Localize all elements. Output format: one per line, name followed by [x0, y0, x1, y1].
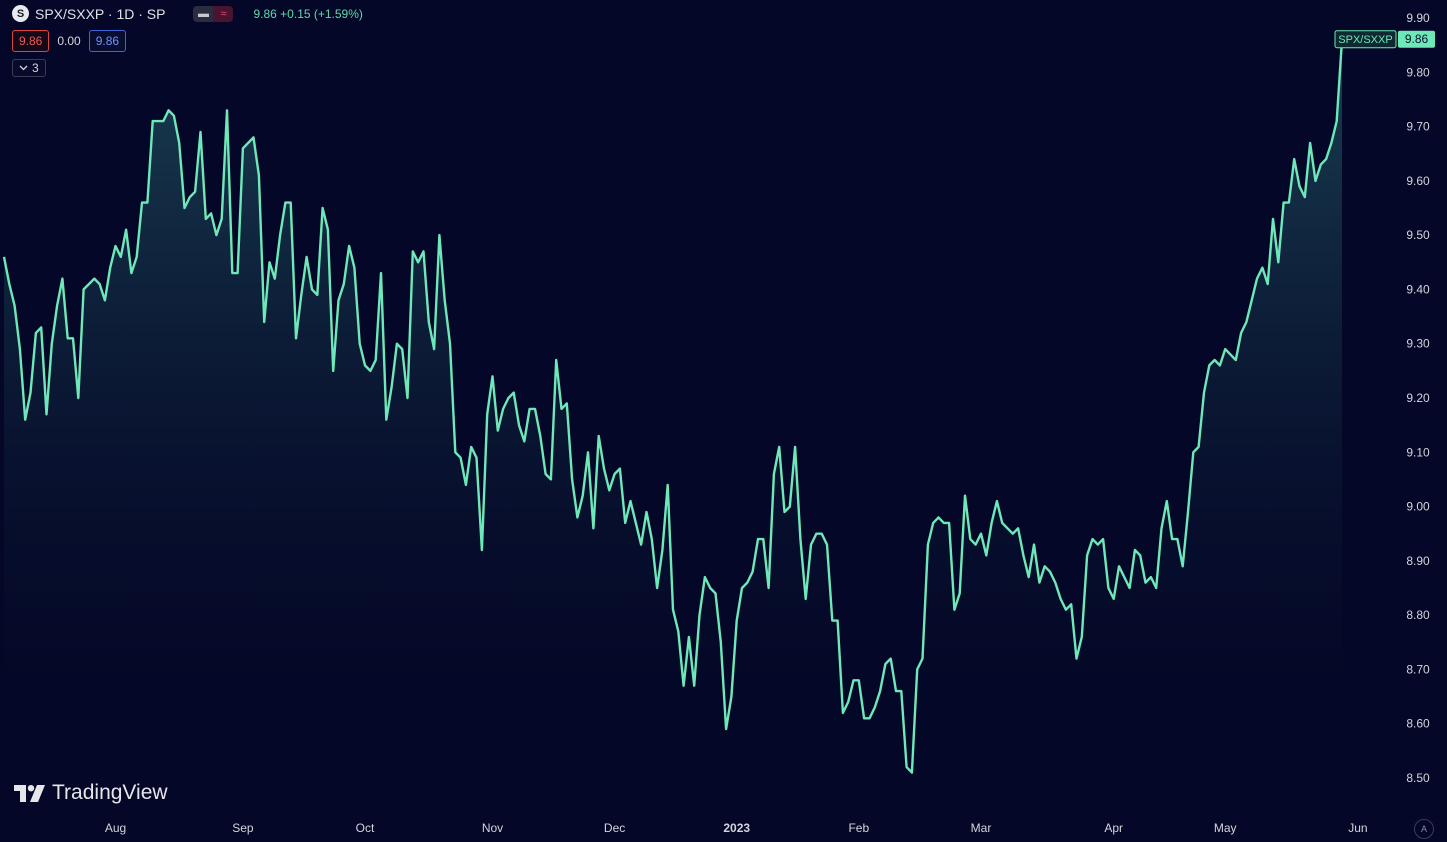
y-tick-label: 9.00 [1406, 500, 1430, 514]
logo-text: TradingView [52, 781, 168, 804]
last-label-value: 9.86 [1405, 32, 1429, 46]
x-tick-label: Aug [105, 821, 126, 835]
symbol-title[interactable]: SPX/SXXP · 1D · SP [35, 5, 166, 22]
y-tick-label: 9.70 [1406, 120, 1430, 134]
last-price-label: SPX/SXXP 9.86 [1334, 30, 1435, 49]
indicator-values: 9.86 0.00 9.86 [12, 30, 127, 52]
auto-scale-button[interactable]: A [1414, 819, 1434, 839]
symbol-logo-icon[interactable]: S [12, 5, 29, 22]
eye-toggle-icon[interactable]: ▬ [193, 5, 214, 22]
x-tick-label: Dec [604, 821, 625, 835]
x-tick-label: May [1214, 821, 1237, 835]
x-tick-label: Jun [1348, 821, 1367, 835]
price-axis[interactable]: 9.90 9.80 9.70 9.60 9.50 9.40 9.30 9.20 9.10 9.00… [1406, 11, 1430, 785]
y-tick-label: 8.50 [1406, 771, 1430, 785]
x-tick-label: 2023 [723, 821, 750, 835]
legend-values: 9.86 +0.15 (+1.59%) [253, 7, 362, 21]
compare-style-icon[interactable]: ≈ [213, 5, 234, 22]
y-tick-label: 9.20 [1406, 391, 1430, 405]
series-area [4, 39, 1342, 800]
visibility-toggle[interactable]: ▬ ≈ [193, 5, 234, 22]
y-tick-label: 8.70 [1406, 662, 1430, 676]
last-label-name: SPX/SXXP [1338, 34, 1392, 46]
area-fill-layer [4, 39, 1342, 800]
value-box-blue[interactable]: 9.86 [88, 30, 127, 52]
value-plain: 0.00 [57, 34, 81, 48]
y-tick-label: 8.60 [1406, 717, 1430, 731]
x-tick-label: Apr [1104, 821, 1123, 835]
y-tick-label: 9.40 [1406, 282, 1430, 296]
series-line-spx-sxxp[interactable] [2, 39, 1344, 774]
value-box-red[interactable]: 9.86 [12, 30, 50, 52]
tradingview-logo-icon [14, 784, 45, 802]
indicator-count: 3 [32, 61, 39, 75]
y-tick-label: 8.80 [1406, 608, 1430, 622]
last-label-name-box [1334, 30, 1397, 49]
legend-change: +0.15 (+1.59%) [280, 6, 363, 21]
y-tick-label: 9.90 [1406, 11, 1430, 25]
y-tick-label: 9.50 [1406, 228, 1430, 242]
x-tick-label: Mar [971, 821, 992, 835]
x-tick-label: Feb [848, 821, 869, 835]
last-label-value-box [1398, 30, 1435, 48]
tradingview-logo[interactable]: TradingView [14, 781, 168, 805]
time-axis[interactable]: AugSepOctNovDec2023FebMarAprMayJunJul [105, 821, 1447, 835]
x-tick-label: Oct [356, 821, 375, 835]
y-tick-label: 9.30 [1406, 337, 1430, 351]
x-tick-label: Nov [482, 821, 503, 835]
legend-last-value: 9.86 [253, 6, 277, 21]
collapse-indicators-button[interactable]: 3 [12, 59, 46, 77]
y-tick-label: 9.60 [1406, 174, 1430, 188]
y-tick-label: 8.90 [1406, 554, 1430, 568]
chevron-down-icon [19, 65, 28, 71]
y-tick-label: 9.10 [1406, 445, 1430, 459]
y-tick-label: 9.80 [1406, 65, 1430, 79]
x-tick-label: Sep [232, 821, 254, 835]
series-line-layer [2, 39, 1344, 774]
series-legend: S SPX/SXXP · 1D · SP ▬ ≈ 9.86 +0.15 (+1.… [12, 5, 363, 22]
